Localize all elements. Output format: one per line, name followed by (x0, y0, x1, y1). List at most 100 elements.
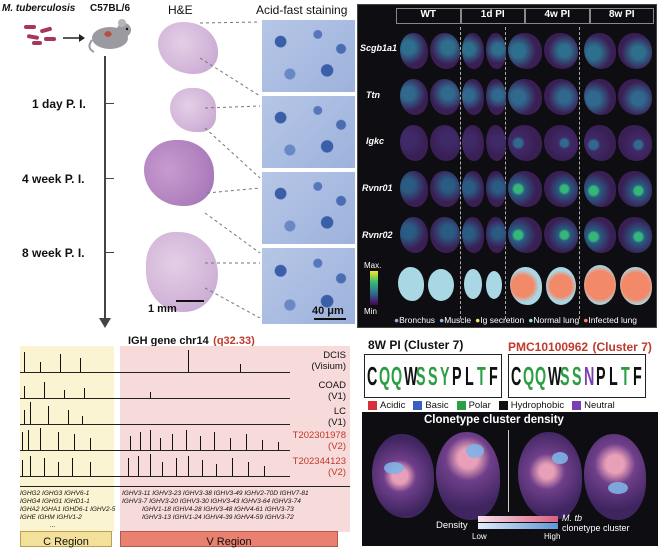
track-label-1: DCIS (Visium) (311, 350, 346, 372)
coverage-peak (240, 364, 241, 372)
region-map-8 (620, 267, 652, 305)
strain-label: C57BL/6 (90, 3, 131, 14)
density-label: Density (436, 520, 468, 531)
logo-letter: L (464, 361, 474, 391)
spatial-tissue-section (430, 79, 460, 115)
coverage-peak (60, 354, 61, 372)
spatial-tissue-section (584, 217, 616, 253)
density-map-panel: Clonetype cluster density Density M. tb … (362, 412, 658, 546)
density-bar-blue (478, 523, 558, 529)
logo-letter: T (476, 361, 486, 391)
spatial-tissue-section (486, 79, 506, 115)
v-gene-list: IGHV3-11 IGHV3-23 IGHV3-38 IGHV3-49 IGHV… (122, 490, 309, 521)
logo-letter: S (427, 361, 438, 391)
colorbar (370, 271, 378, 305)
coverage-peak (160, 438, 161, 450)
timepoint-label: 1 day P. I. (32, 97, 86, 111)
aa-legend-hydrophobic: Hydrophobic (498, 400, 564, 411)
track-baseline (20, 372, 290, 373)
connector-lines (199, 21, 261, 318)
mtb-blob (384, 462, 404, 474)
logo-letter: F (632, 361, 642, 391)
coverage-peak (48, 406, 49, 424)
logo-letter: Q (535, 361, 546, 391)
coverage-peak (30, 456, 31, 476)
arrow-icon (63, 30, 85, 42)
logo-letter: N (584, 361, 594, 391)
spatial-tissue-section (462, 79, 484, 115)
spatial-tissue-section (508, 125, 542, 161)
column-header: 1d PI (460, 8, 525, 24)
spatial-tissue-section (462, 217, 484, 253)
timepoint-label: 4 week P. I. (22, 172, 85, 186)
coverage-peak (80, 358, 81, 372)
c-region-box: C Region (20, 531, 112, 548)
coverage-peak (130, 436, 131, 450)
he-title: H&E (168, 3, 193, 17)
coverage-peak (64, 390, 65, 398)
spatial-tissue-section (584, 33, 616, 69)
coverage-peak (68, 410, 69, 424)
colorbar-min: Min (364, 307, 377, 316)
spatial-expression-grid (396, 25, 654, 265)
coverage-peak (40, 428, 41, 450)
track-label-3: LC (V1) (328, 406, 346, 428)
spatial-tissue-section (618, 33, 652, 69)
coverage-peak (162, 462, 163, 476)
gene-label: Igkc (366, 136, 385, 146)
region-map-5 (510, 267, 542, 305)
spatial-tissue-section (430, 171, 460, 207)
logo2-title: PMC10100962 (Cluster 7) (508, 340, 652, 354)
afs-title: Acid-fast staining (256, 3, 348, 17)
track-baseline (20, 476, 290, 477)
coverage-peak (44, 458, 45, 476)
timepoint-label: 8 week P. I. (22, 246, 85, 260)
afs-image-1day (262, 96, 355, 168)
logo-letter: P (596, 361, 606, 391)
timeline-arrowhead (99, 315, 111, 328)
density-tissue-1 (372, 434, 434, 518)
coverage-peak (84, 388, 85, 398)
logo-letter: P (452, 361, 462, 391)
spatial-tissue-section (400, 33, 428, 69)
track-baseline (20, 424, 290, 425)
column-header: 4w PI (525, 8, 590, 24)
spatial-tissue-section (544, 171, 578, 207)
spatial-tissue-section (400, 171, 428, 207)
coverage-peak (72, 458, 73, 476)
gene-label: Scgb1a1 (360, 43, 398, 53)
coverage-peak (22, 432, 23, 450)
spatial-tissue-section (400, 79, 428, 115)
panel-b: WT 1d PI 4w PI 8w PI Scgb1a1 Ttn Igkc Rv… (357, 4, 657, 328)
coverage-peak (44, 382, 45, 398)
aa-legend-polar: Polar (456, 400, 491, 411)
coverage-peak (74, 434, 75, 450)
column-header: 8w PI (589, 8, 654, 24)
spatial-tissue-section (462, 171, 484, 207)
coverage-peak (30, 402, 31, 424)
mtb-blob (552, 452, 568, 464)
coverage-peak (140, 432, 141, 450)
c-region-bg (20, 346, 114, 532)
logo-letter: Q (379, 361, 390, 391)
panel-a: M. tuberculosis C57BL/6 1 day P. I. 4 we… (0, 0, 360, 330)
coverage-peak (24, 410, 25, 424)
spatial-tissue-section (584, 125, 616, 161)
track-label-2: COAD (V1) (318, 380, 346, 402)
logo-letter: T (620, 361, 630, 391)
spatial-tissue-section (508, 33, 542, 69)
afs-image-control (262, 20, 355, 92)
coverage-peak (188, 350, 189, 372)
coverage-peak (58, 462, 59, 476)
spatial-tissue-section (430, 217, 460, 253)
legend-item-normal-lung: ●Normal lung (528, 315, 580, 325)
coverage-peak (246, 434, 247, 450)
low-label: Low (472, 532, 487, 541)
spatial-tissue-section (430, 125, 460, 161)
coverage-peak (150, 430, 151, 450)
clonetype-label: clonetype cluster (562, 523, 630, 533)
panel-d: 8W PI (Cluster 7) PMC10100962 (Cluster 7… (362, 338, 660, 549)
tick-3 (104, 252, 114, 253)
spatial-tissue-section (430, 33, 460, 69)
